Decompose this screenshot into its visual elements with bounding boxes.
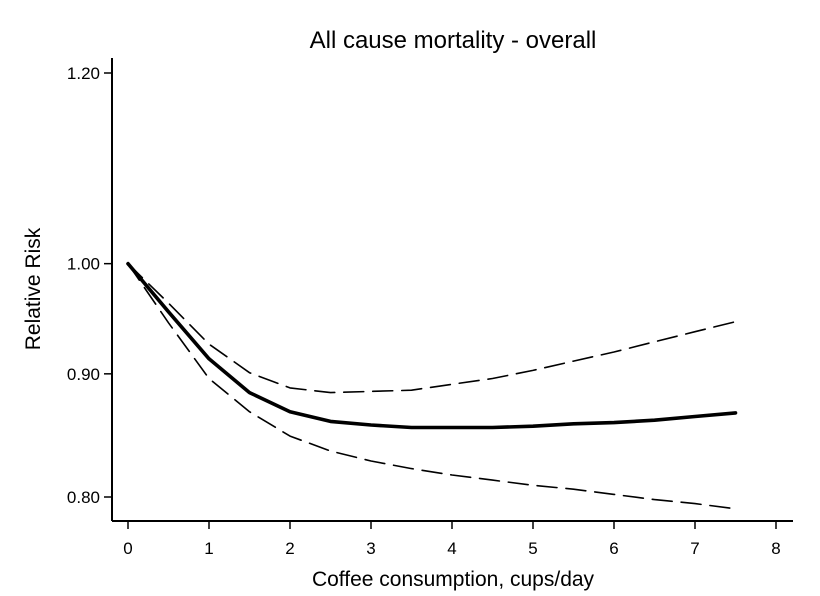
x-tick-label: 7: [690, 539, 699, 558]
y-tick-label: 0.90: [67, 365, 100, 384]
y-tick-label: 0.80: [67, 488, 100, 507]
lower-ci-line: [127, 262, 737, 510]
x-tick-label: 0: [123, 539, 132, 558]
estimate-line: [126, 261, 738, 430]
x-tick-label: 2: [285, 539, 294, 558]
chart-title: All cause mortality - overall: [310, 27, 597, 54]
plot-lines: [126, 261, 738, 510]
y-tick-label: 1.00: [67, 255, 100, 274]
x-tick-label: 1: [204, 539, 213, 558]
axis-ticks: 0 1 2 3 4 5 6 7 8 0.80 0.90 1.00 1.20: [67, 64, 781, 558]
x-tick-label: 5: [528, 539, 537, 558]
upper-ci-line: [127, 262, 737, 394]
x-tick-label: 6: [609, 539, 618, 558]
x-axis-label: Coffee consumption, cups/day: [312, 568, 595, 591]
y-tick-label: 1.20: [67, 64, 100, 83]
y-axis-label: Relative Risk: [22, 227, 45, 350]
x-tick-label: 3: [366, 539, 375, 558]
x-tick-label: 4: [447, 539, 456, 558]
x-tick-label: 8: [771, 539, 780, 558]
